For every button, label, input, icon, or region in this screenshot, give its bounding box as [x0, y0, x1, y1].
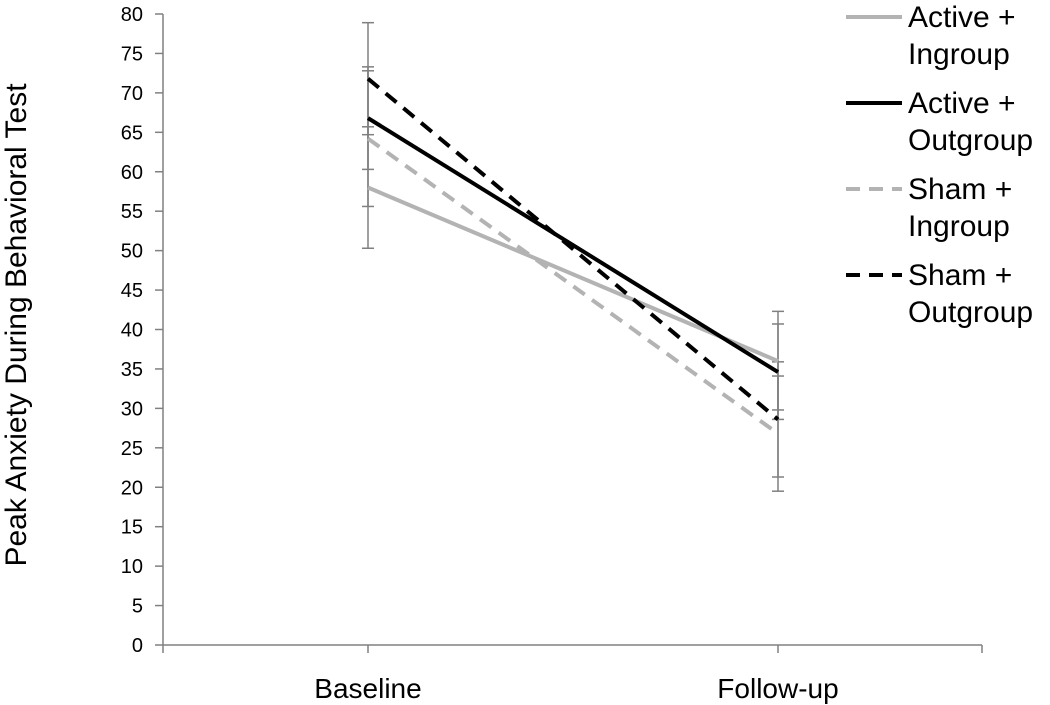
- legend-entry: Sham + Ingroup: [846, 173, 1012, 243]
- series-line: [367, 185, 779, 363]
- x-category-label: Follow-up: [717, 673, 838, 704]
- y-tick-label: 20: [121, 477, 143, 499]
- series-line: [366, 136, 780, 436]
- legend-label: Ingroup: [908, 210, 1010, 243]
- legend-entry: Active + Outgroup: [846, 87, 1033, 157]
- error-bars: [362, 21, 784, 492]
- legend-label: Sham +: [908, 259, 1012, 292]
- y-tick-label: 15: [121, 517, 143, 539]
- legend-entry: Sham + Outgroup: [846, 259, 1033, 329]
- legend-label: Active +: [908, 87, 1016, 120]
- series-line: [366, 77, 780, 421]
- legend-label: Sham +: [908, 173, 1012, 206]
- y-axis-title: Peak Anxiety During Behavioral Test: [0, 83, 33, 567]
- y-tick-label: 75: [121, 43, 143, 65]
- y-tick-label: 55: [121, 201, 143, 223]
- legend: Active + Ingroup Active + Outgroup Sham + Ing…: [846, 1, 1033, 329]
- y-tick-label: 0: [132, 635, 143, 657]
- y-tick-label: 70: [121, 83, 143, 105]
- legend-label: Outgroup: [908, 124, 1033, 157]
- y-tick-label: 80: [121, 4, 143, 26]
- series-line: [366, 116, 780, 374]
- x-category-label: Baseline: [314, 673, 421, 704]
- y-tick-label: 65: [121, 122, 143, 144]
- y-axis-ticks: 0 5 10 15 20 25 30 35 40 45 50 55 60 65 70 75 80 Baseline…: [121, 4, 983, 704]
- legend-label: Ingroup: [908, 38, 1010, 71]
- y-tick-label: 25: [121, 438, 143, 460]
- series-lines: [366, 77, 780, 436]
- y-tick-label: 50: [121, 241, 143, 263]
- y-tick-label: 35: [121, 359, 143, 381]
- y-tick-label: 30: [121, 398, 143, 420]
- legend-label: Active +: [908, 1, 1016, 34]
- y-tick-label: 5: [132, 596, 143, 618]
- legend-entry: Active + Ingroup: [846, 1, 1016, 71]
- y-tick-label: 60: [121, 162, 143, 184]
- y-tick-label: 10: [121, 556, 143, 578]
- legend-label: Outgroup: [908, 296, 1033, 329]
- y-tick-label: 45: [121, 280, 143, 302]
- axes: [162, 14, 982, 646]
- y-tick-label: 40: [121, 320, 143, 342]
